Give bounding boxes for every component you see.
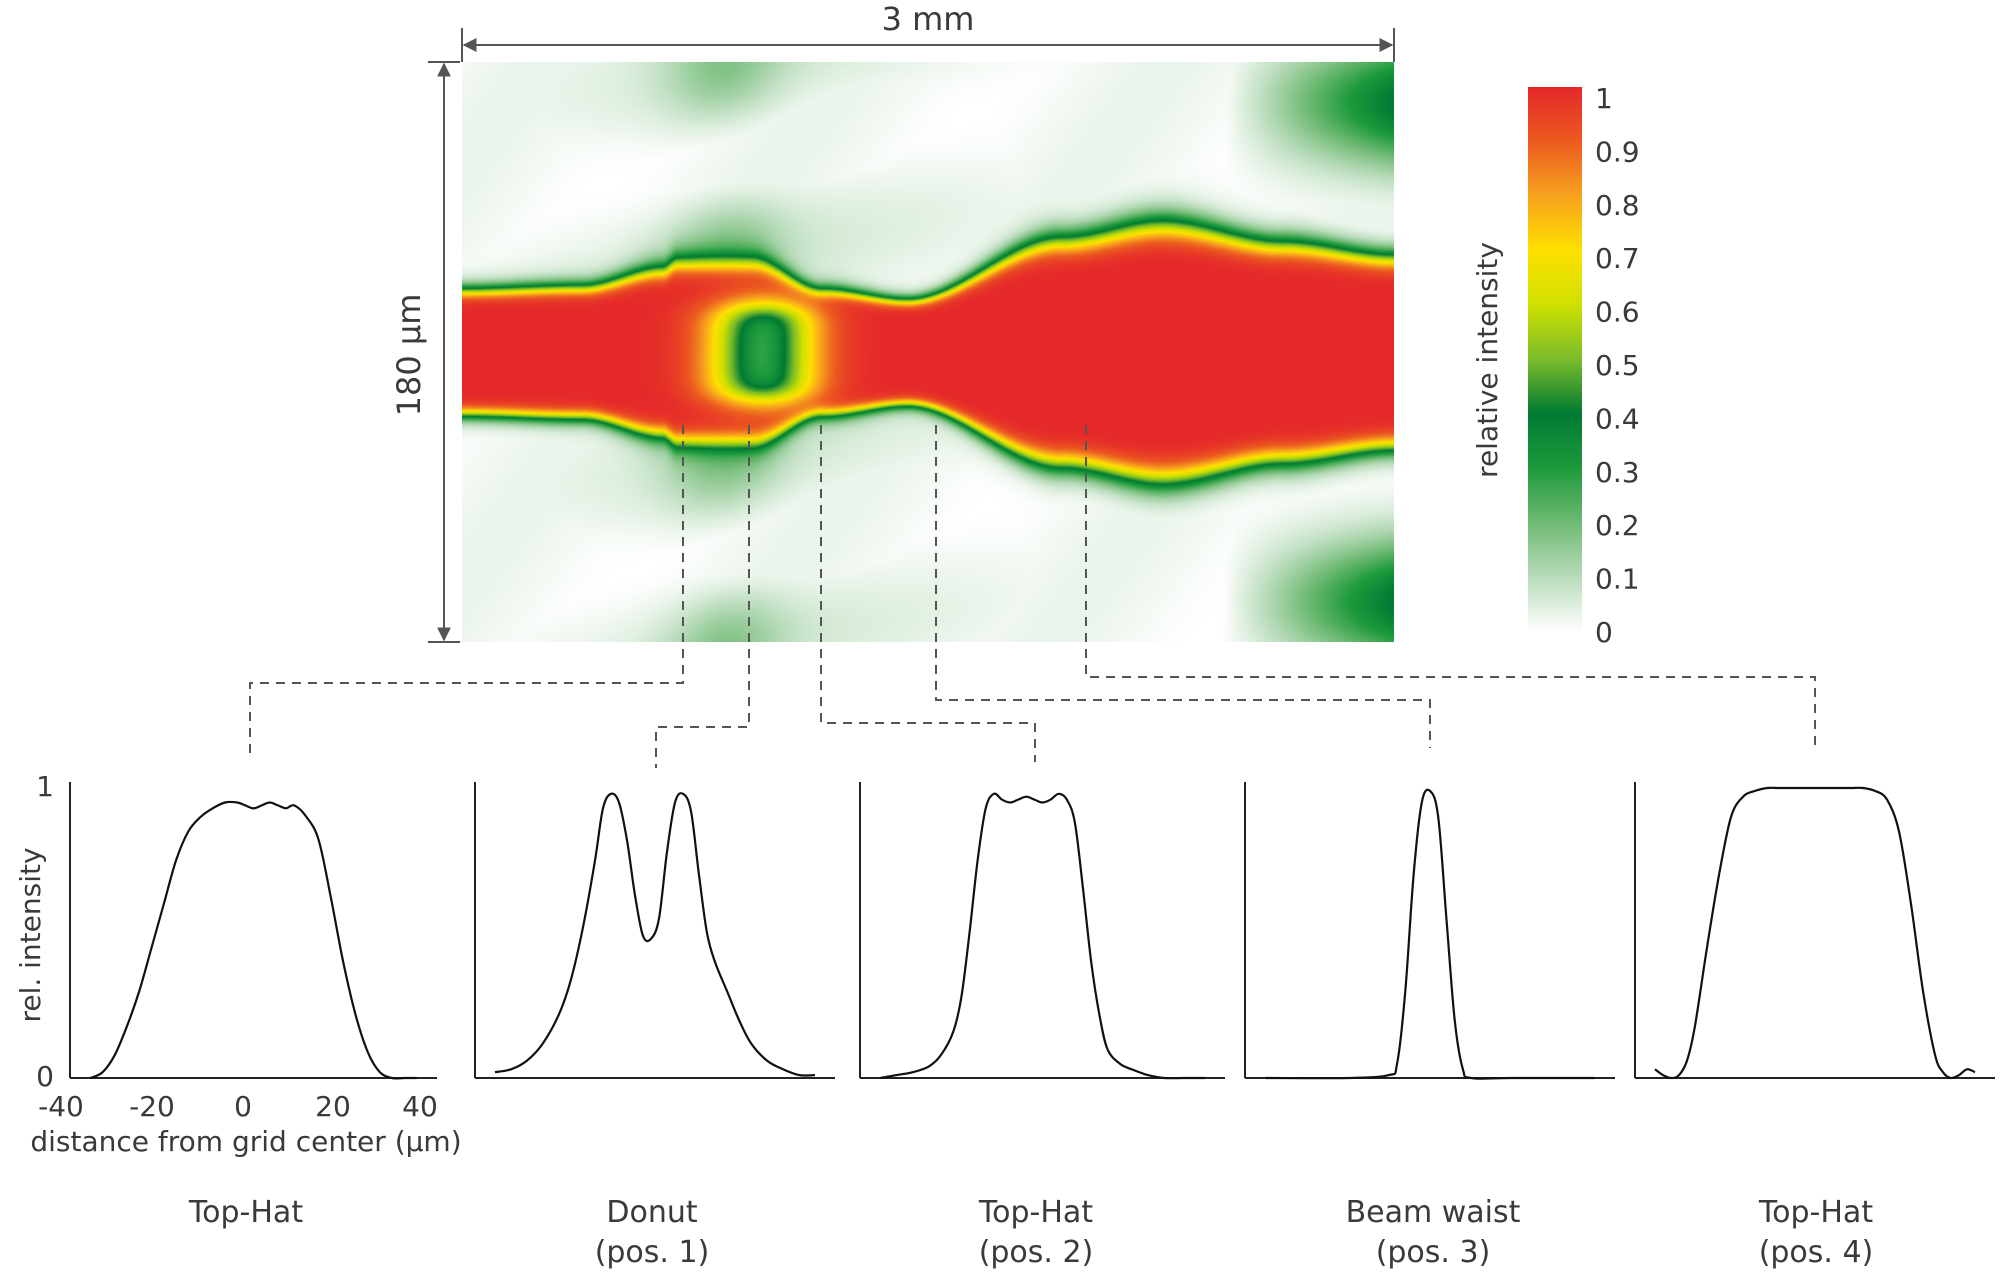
x-tick-neg40: -40 — [38, 1090, 84, 1123]
caption-title: Donut — [606, 1195, 698, 1230]
colorbar-tick-label: 0.6 — [1595, 296, 1640, 329]
caption-subtitle: (pos. 2) — [978, 1235, 1094, 1270]
profile-1-series-line — [89, 800, 417, 1080]
x-tick-20: 20 — [315, 1090, 351, 1123]
x-tick-0: 0 — [234, 1090, 252, 1123]
caption-subtitle: (pos. 3) — [1375, 1235, 1491, 1270]
caption-donut: Donut (pos. 1) — [502, 1193, 802, 1273]
y-axis-label: rel. intensity — [14, 847, 47, 1022]
position-connectors — [249, 425, 1816, 768]
connector-beam-waist — [935, 425, 1431, 748]
profile-5-series-line — [1654, 786, 1976, 1080]
profile-3-series-line — [880, 792, 1205, 1080]
x-tick-neg20: -20 — [129, 1090, 175, 1123]
caption-beam-waist: Beam waist (pos. 3) — [1283, 1193, 1583, 1273]
colorbar-tick-label: 0 — [1595, 616, 1613, 649]
caption-top-hat: Top-Hat — [96, 1193, 396, 1233]
connector-top-hat-pos4 — [1085, 425, 1816, 750]
colorbar-tick-label: 0.3 — [1595, 456, 1640, 489]
beam-intensity-heatmap — [462, 62, 1394, 642]
caption-top-hat-pos2: Top-Hat (pos. 2) — [886, 1193, 1186, 1273]
connector-top-hat-pos2 — [820, 425, 1036, 762]
connector-top-hat-start — [249, 425, 684, 755]
caption-top-hat-pos4: Top-Hat (pos. 4) — [1666, 1193, 1966, 1273]
caption-title: Top-Hat — [978, 1195, 1094, 1230]
y-tick-1: 1 — [36, 770, 54, 803]
profiles — [69, 782, 1995, 1080]
colorbar-tick-label: 0.4 — [1595, 402, 1640, 435]
colorbar-tick-label: 0.7 — [1595, 242, 1640, 275]
colorbar-tick-label: 1 — [1595, 82, 1613, 115]
height-label: 180 µm — [390, 294, 428, 417]
colorbar-tick-label: 0.8 — [1595, 189, 1640, 222]
colorbar-tick-label: 0.9 — [1595, 135, 1640, 168]
colorbar-label: relative intensity — [1471, 242, 1504, 478]
connector-donut — [655, 425, 750, 768]
caption-title: Top-Hat — [188, 1195, 304, 1230]
colorbar-tick-label: 0.1 — [1595, 563, 1640, 596]
colorbar-tick-label: 0.5 — [1595, 349, 1640, 382]
profile-4-series-line — [1265, 788, 1595, 1080]
colorbar-ticks: 1 0.9 0.8 0.7 0.6 0.5 0.4 0.3 0.2 0.1 0 — [1595, 82, 1640, 649]
colorbar — [1528, 87, 1582, 632]
y-tick-0: 0 — [36, 1060, 54, 1093]
caption-title: Top-Hat — [1758, 1195, 1874, 1230]
caption-subtitle: (pos. 1) — [594, 1235, 710, 1270]
profile-1-axis-labels: 1 0 -40 -20 0 20 40 distance from grid c… — [14, 770, 462, 1158]
caption-title: Beam waist — [1345, 1195, 1521, 1230]
colorbar-tick-label: 0.2 — [1595, 509, 1640, 542]
caption-subtitle: (pos. 4) — [1758, 1235, 1874, 1270]
profile-2-series-line — [494, 792, 816, 1077]
x-axis-label: distance from grid center (µm) — [30, 1125, 461, 1158]
x-tick-40: 40 — [402, 1090, 438, 1123]
width-label: 3 mm — [882, 0, 975, 38]
